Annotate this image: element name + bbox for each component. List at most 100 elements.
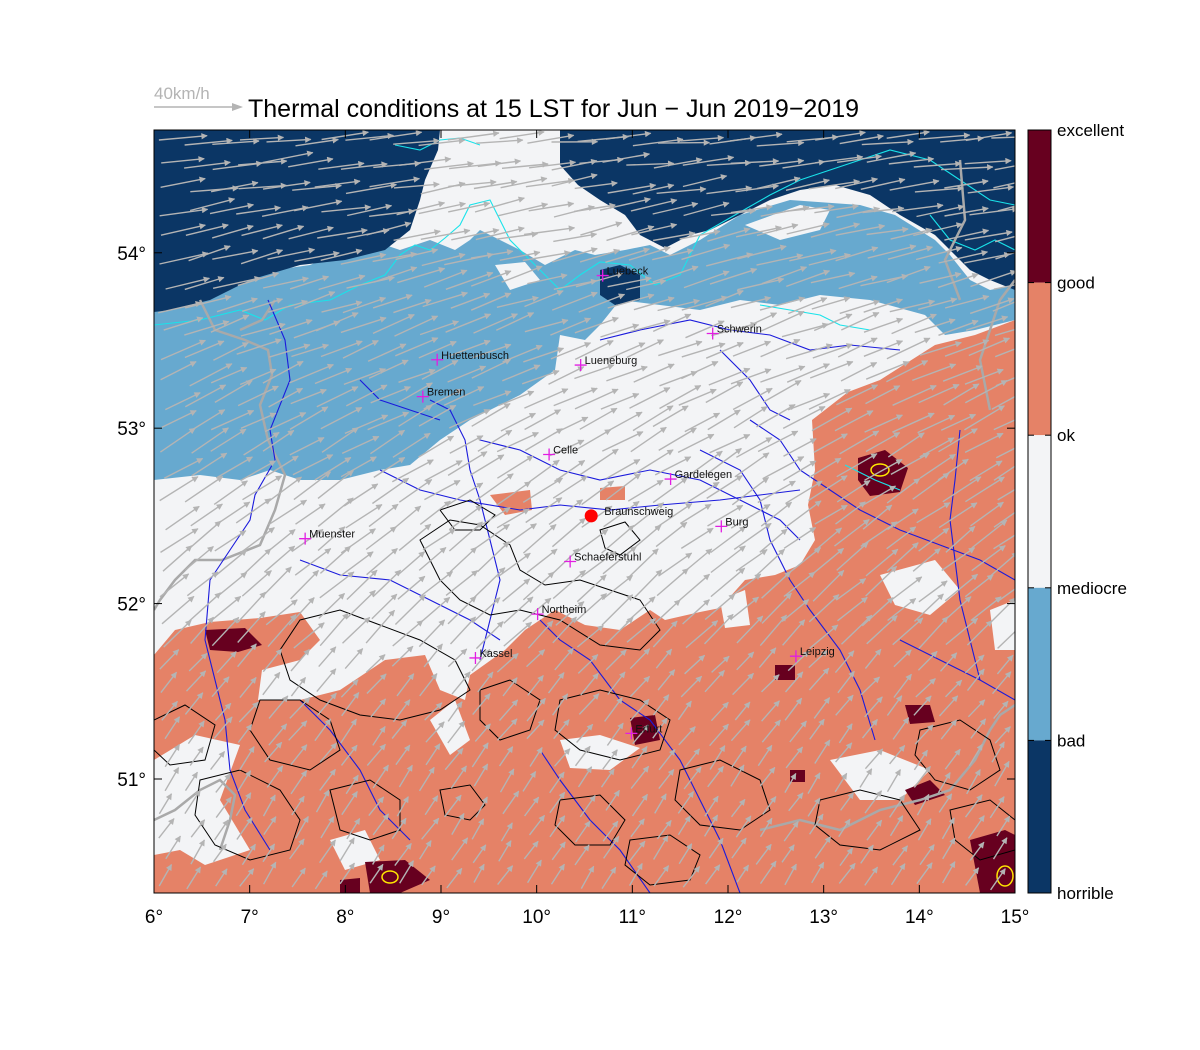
wind-vector xyxy=(473,567,506,599)
wind-vector xyxy=(683,270,730,289)
wind-vector xyxy=(603,835,620,859)
wind-vector xyxy=(553,231,598,243)
city-marker[interactable]: Leipzig xyxy=(789,646,835,663)
wind-vector xyxy=(240,460,277,482)
wind-vector xyxy=(473,313,518,334)
wind-vector xyxy=(241,223,283,237)
wind-vector xyxy=(319,839,336,864)
city-marker[interactable]: Schwerin xyxy=(706,323,762,340)
wind-vector xyxy=(996,654,1014,675)
wind-vector xyxy=(421,865,436,886)
wind-vector xyxy=(340,252,387,265)
wind-vector xyxy=(314,367,353,385)
wind-vector xyxy=(346,569,378,601)
wind-vector xyxy=(966,668,985,692)
wind-vector xyxy=(189,409,226,432)
wind-vector xyxy=(373,456,406,478)
wind-vector xyxy=(553,748,571,767)
wind-vector xyxy=(918,132,971,140)
wind-vector xyxy=(263,816,277,835)
city-marker[interactable]: Celle xyxy=(543,444,578,461)
wind-vector xyxy=(630,818,645,838)
wind-vector xyxy=(292,182,342,191)
wind-vector xyxy=(837,153,882,163)
wind-vector xyxy=(445,271,494,290)
site-marker[interactable] xyxy=(584,509,598,523)
wind-vector xyxy=(682,174,728,188)
city-marker[interactable]: Huettenbusch xyxy=(431,350,509,366)
wind-vector xyxy=(499,768,515,793)
wind-vector xyxy=(392,505,422,531)
wind-vector xyxy=(291,795,305,816)
wind-vector xyxy=(372,764,389,789)
city-marker[interactable]: Muenster xyxy=(299,529,355,545)
city-marker[interactable]: Lueneburg xyxy=(574,355,638,372)
wind-vector xyxy=(655,521,688,548)
wind-vector xyxy=(367,343,407,362)
wind-vector xyxy=(969,297,1015,315)
wind-vector xyxy=(317,526,346,552)
city-marker[interactable]: Bremen xyxy=(416,387,466,403)
wind-vector xyxy=(393,229,441,241)
wind-vector xyxy=(630,765,650,790)
wind-vector xyxy=(159,649,180,670)
wind-vector xyxy=(163,619,192,648)
wind-vector xyxy=(184,294,232,309)
wind-vector xyxy=(862,205,905,214)
wind-vector xyxy=(995,251,1015,260)
wind-vector xyxy=(237,271,280,287)
wind-vector xyxy=(160,427,196,453)
wind-vector xyxy=(599,197,651,211)
wind-vector xyxy=(418,546,447,571)
wind-vector xyxy=(632,136,684,147)
city-marker[interactable]: Schaeferstuhl xyxy=(564,551,641,568)
wind-vector xyxy=(940,413,977,431)
city-marker[interactable]: Kassel xyxy=(469,648,512,664)
wind-vector xyxy=(396,201,446,216)
wind-vector xyxy=(266,765,284,788)
city-cross-icon xyxy=(574,359,587,372)
wind-vector xyxy=(419,673,438,697)
wind-vector xyxy=(761,700,780,722)
wind-vector xyxy=(914,593,944,622)
wind-vector xyxy=(190,819,206,838)
wind-vector xyxy=(184,276,225,291)
wind-vector xyxy=(187,592,222,623)
wind-vector xyxy=(866,819,883,841)
wind-vector xyxy=(288,720,308,741)
wind-vector xyxy=(964,794,983,818)
city-marker[interactable]: Burg xyxy=(715,516,749,533)
wind-vector xyxy=(164,716,181,740)
city-label: Schaeferstuhl xyxy=(574,551,641,563)
wind-vector xyxy=(502,790,520,815)
wind-vector xyxy=(730,295,772,309)
city-marker[interactable]: Northeim xyxy=(531,604,587,621)
city-marker[interactable]: Erfurt xyxy=(625,723,662,740)
wind-vector xyxy=(549,439,585,457)
yellow-highlight-contours xyxy=(381,463,1014,887)
wind-vector xyxy=(938,695,959,717)
wind-vector xyxy=(190,616,215,644)
wind-vector xyxy=(631,222,678,236)
wind-vector xyxy=(418,766,435,792)
wind-vector xyxy=(555,601,585,626)
wind-vector xyxy=(944,339,990,357)
wind-vector xyxy=(971,545,1006,572)
wind-vector xyxy=(217,571,248,597)
wind-vector xyxy=(629,698,650,722)
wind-vector xyxy=(655,648,673,669)
wind-reference: 40km/h xyxy=(154,84,243,111)
wind-vector xyxy=(340,679,359,698)
city-marker[interactable]: Luebeck xyxy=(596,266,649,282)
wind-vector xyxy=(838,818,851,838)
wind-vector xyxy=(991,671,1012,695)
city-cross-icon xyxy=(625,727,638,740)
wind-vector xyxy=(652,694,670,716)
wind-vector xyxy=(238,182,288,190)
wind-vector xyxy=(889,299,936,313)
city-marker[interactable]: Gardelegen xyxy=(664,469,733,486)
wind-vector xyxy=(730,204,773,214)
horrible-pocket-luebeck xyxy=(600,265,640,305)
wind-vector xyxy=(523,840,539,860)
wind-vector xyxy=(861,138,914,146)
